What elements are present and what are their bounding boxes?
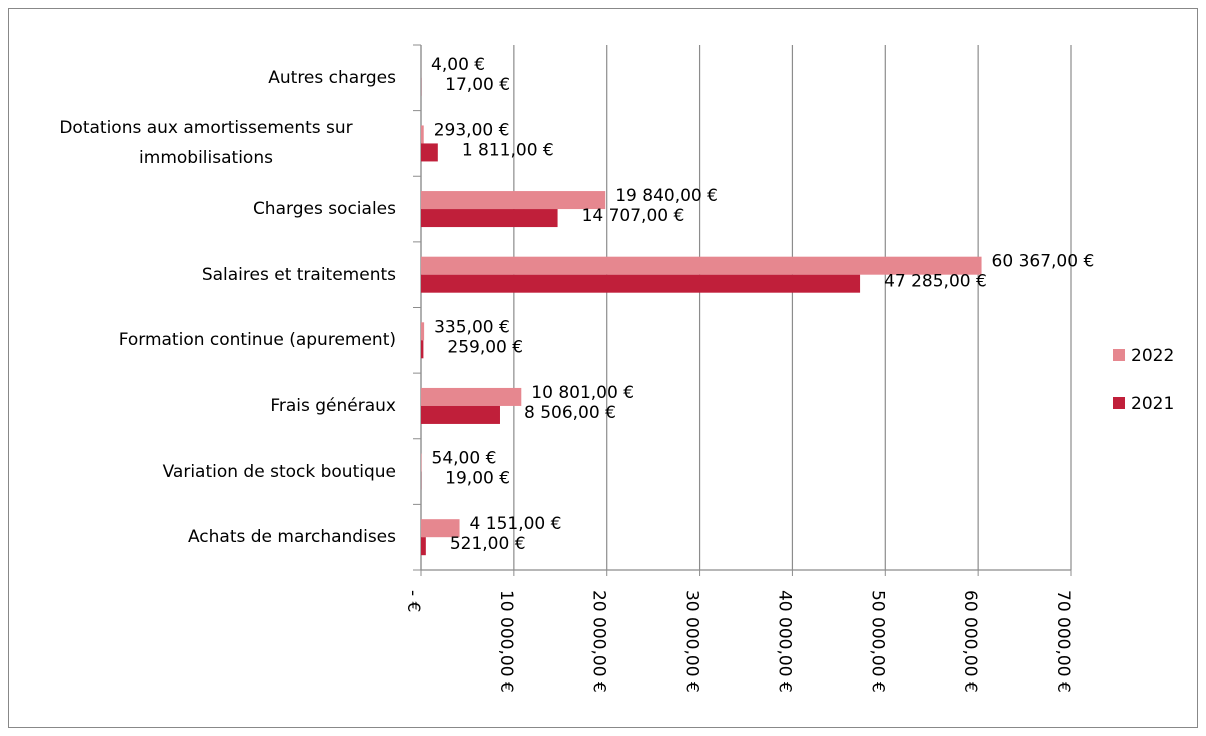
value-label: 10 801,00 € — [531, 383, 634, 403]
value-label: 54,00 € — [432, 449, 497, 469]
bar — [421, 191, 606, 210]
value-label: 19,00 € — [445, 469, 510, 489]
x-tick-label: 70 000,00 € — [1053, 590, 1073, 693]
category-label-box: Formation continue (apurement) — [0, 308, 396, 372]
y-tick-label: Autres charges — [268, 67, 396, 88]
legend-label: 2021 — [1131, 394, 1174, 414]
bar — [421, 209, 558, 228]
legend-swatch — [1113, 397, 1125, 409]
category-label-box: Achats de marchandises — [0, 505, 396, 569]
category-label-box: Frais généraux — [0, 374, 396, 438]
value-label: 1 811,00 € — [462, 140, 554, 160]
chart-frame — [8, 8, 1198, 728]
y-tick-label: Achats de marchandises — [187, 527, 396, 548]
bar — [421, 322, 425, 341]
bar — [421, 537, 426, 556]
x-tick-label: - € — [403, 590, 423, 612]
value-label: 14 707,00 € — [582, 206, 685, 226]
bar — [421, 387, 522, 406]
bar — [421, 256, 982, 275]
value-label: 259,00 € — [447, 337, 523, 357]
value-label: 4 151,00 € — [470, 514, 562, 534]
x-tick-label: 50 000,00 € — [867, 590, 887, 693]
value-label: 60 367,00 € — [992, 252, 1095, 272]
category-label-box: Dotations aux amortissements sur immobil… — [0, 111, 396, 175]
value-label: 17,00 € — [445, 75, 510, 95]
x-tick-label: 20 000,00 € — [589, 590, 609, 693]
bar — [421, 405, 500, 424]
y-tick-label: Frais généraux — [270, 395, 396, 416]
x-tick-label: 30 000,00 € — [682, 590, 702, 693]
value-label: 521,00 € — [450, 534, 526, 554]
value-label: 19 840,00 € — [615, 186, 718, 206]
value-label: 4,00 € — [431, 55, 485, 75]
bar — [421, 453, 422, 472]
y-tick-label: Charges sociales — [252, 199, 396, 220]
value-label: 293,00 € — [434, 120, 510, 140]
value-label: 335,00 € — [434, 317, 510, 337]
category-label-box: Variation de stock boutique — [0, 440, 396, 504]
bar — [421, 274, 861, 293]
category-label-box: Autres charges — [0, 46, 396, 110]
value-label: 8 506,00 € — [524, 403, 616, 423]
legend-swatch — [1113, 349, 1125, 361]
value-label: 47 285,00 € — [884, 272, 987, 292]
category-label-box: Salaires et traitements — [0, 243, 396, 307]
x-tick-label: 40 000,00 € — [774, 590, 794, 693]
legend-label: 2022 — [1131, 346, 1174, 366]
y-tick-label: Salaires et traitements — [201, 264, 396, 285]
category-label-box: Charges sociales — [0, 177, 396, 241]
bar — [421, 519, 460, 538]
bar — [421, 143, 438, 162]
bar — [421, 125, 424, 144]
x-tick-label: 10 000,00 € — [496, 590, 516, 693]
y-tick-label: Dotations aux amortissements sur immobil… — [59, 118, 353, 169]
y-tick-label: Variation de stock boutique — [162, 461, 396, 482]
y-tick-label: Formation continue (apurement) — [118, 330, 396, 351]
bar — [421, 340, 424, 359]
x-tick-label: 60 000,00 € — [960, 590, 980, 693]
